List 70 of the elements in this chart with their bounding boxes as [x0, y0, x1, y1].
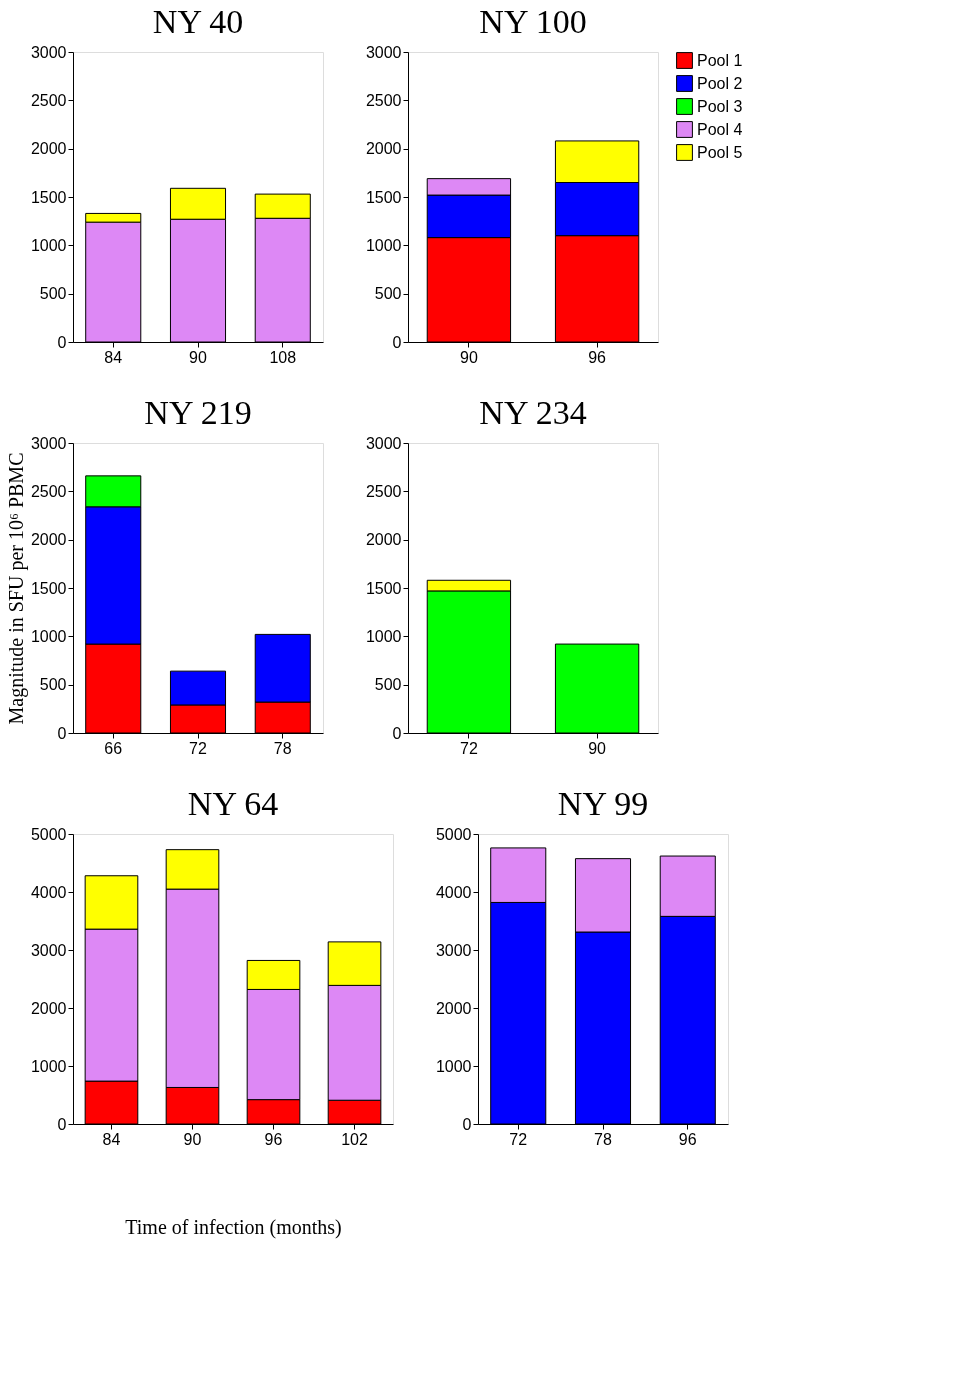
- chart-title: NY 99: [557, 785, 649, 822]
- chart-title: NY 40: [152, 3, 244, 40]
- legend-label: Pool 4: [697, 120, 743, 138]
- y-tick-label: 1000: [30, 627, 67, 645]
- y-tick-label: 1000: [365, 236, 402, 254]
- y-tick-label: 2000: [365, 140, 402, 158]
- y-tick-label: 500: [374, 285, 402, 303]
- x-tick-label: 96: [264, 1130, 283, 1148]
- y-tick-label: 2000: [30, 999, 67, 1017]
- legend-label: Pool 3: [697, 97, 743, 115]
- x-tick-label: 96: [588, 348, 607, 366]
- y-tick-label: 4000: [435, 883, 472, 901]
- legend-label: Pool 5: [697, 143, 743, 161]
- y-tick-label: 0: [462, 1115, 472, 1133]
- x-tick-label: 72: [189, 739, 207, 757]
- x-tick-label: 78: [273, 739, 292, 757]
- y-tick-label: 2000: [365, 531, 402, 549]
- y-tick-label: 500: [39, 285, 67, 303]
- y-tick-label: 0: [57, 333, 67, 351]
- y-axis-title: Magnitude in SFU per 10⁶ PBMC: [4, 452, 28, 725]
- x-tick-label: 102: [341, 1130, 368, 1148]
- legend-label: Pool 2: [697, 74, 743, 92]
- y-tick-label: 3000: [30, 434, 67, 452]
- y-tick-label: 2500: [365, 91, 402, 109]
- y-tick-label: 2000: [30, 140, 67, 158]
- y-tick-label: 500: [39, 676, 67, 694]
- y-tick-label: 3000: [30, 941, 67, 959]
- y-tick-label: 3000: [365, 43, 402, 61]
- y-tick-label: 1000: [435, 1057, 472, 1075]
- x-tick-label: 108: [269, 348, 297, 366]
- y-tick-label: 1500: [365, 579, 402, 597]
- chart-title: NY 64: [187, 785, 279, 822]
- y-tick-label: 0: [392, 724, 402, 742]
- y-tick-label: 2500: [365, 482, 402, 500]
- x-tick-label: 72: [460, 739, 478, 757]
- y-tick-label: 2500: [30, 91, 67, 109]
- y-tick-label: 2000: [435, 999, 472, 1017]
- y-tick-label: 1000: [30, 1057, 67, 1075]
- y-tick-label: 2500: [30, 482, 67, 500]
- x-tick-label: 84: [102, 1130, 121, 1148]
- x-tick-label: 90: [588, 739, 607, 757]
- y-tick-label: 3000: [365, 434, 402, 452]
- chart-title: NY 219: [144, 394, 252, 431]
- chart-title: NY 100: [479, 3, 587, 40]
- y-tick-label: 3000: [435, 941, 472, 959]
- x-tick-label: 66: [104, 739, 123, 757]
- y-tick-label: 0: [57, 1115, 67, 1133]
- y-tick-label: 0: [57, 724, 67, 742]
- y-tick-label: 1500: [30, 579, 67, 597]
- y-tick-label: 5000: [435, 825, 472, 843]
- y-tick-label: 5000: [30, 825, 67, 843]
- y-tick-label: 500: [374, 676, 402, 694]
- chart-title: NY 234: [479, 394, 587, 431]
- x-tick-label: 90: [460, 348, 478, 366]
- x-axis-title: Time of infection (months): [125, 1215, 342, 1239]
- y-tick-label: 1000: [365, 627, 402, 645]
- y-tick-label: 2000: [30, 531, 67, 549]
- x-tick-label: 90: [189, 348, 207, 366]
- y-tick-label: 0: [392, 333, 402, 351]
- x-tick-label: 78: [594, 1130, 612, 1148]
- legend-label: Pool 1: [697, 51, 743, 69]
- y-tick-label: 3000: [30, 43, 67, 61]
- x-tick-label: 96: [678, 1130, 697, 1148]
- y-tick-label: 1500: [30, 188, 67, 206]
- y-tick-label: 1500: [365, 188, 402, 206]
- y-tick-label: 1000: [30, 236, 67, 254]
- x-tick-label: 72: [509, 1130, 528, 1148]
- x-tick-label: 84: [104, 348, 123, 366]
- x-tick-label: 90: [183, 1130, 202, 1148]
- y-tick-label: 4000: [30, 883, 67, 901]
